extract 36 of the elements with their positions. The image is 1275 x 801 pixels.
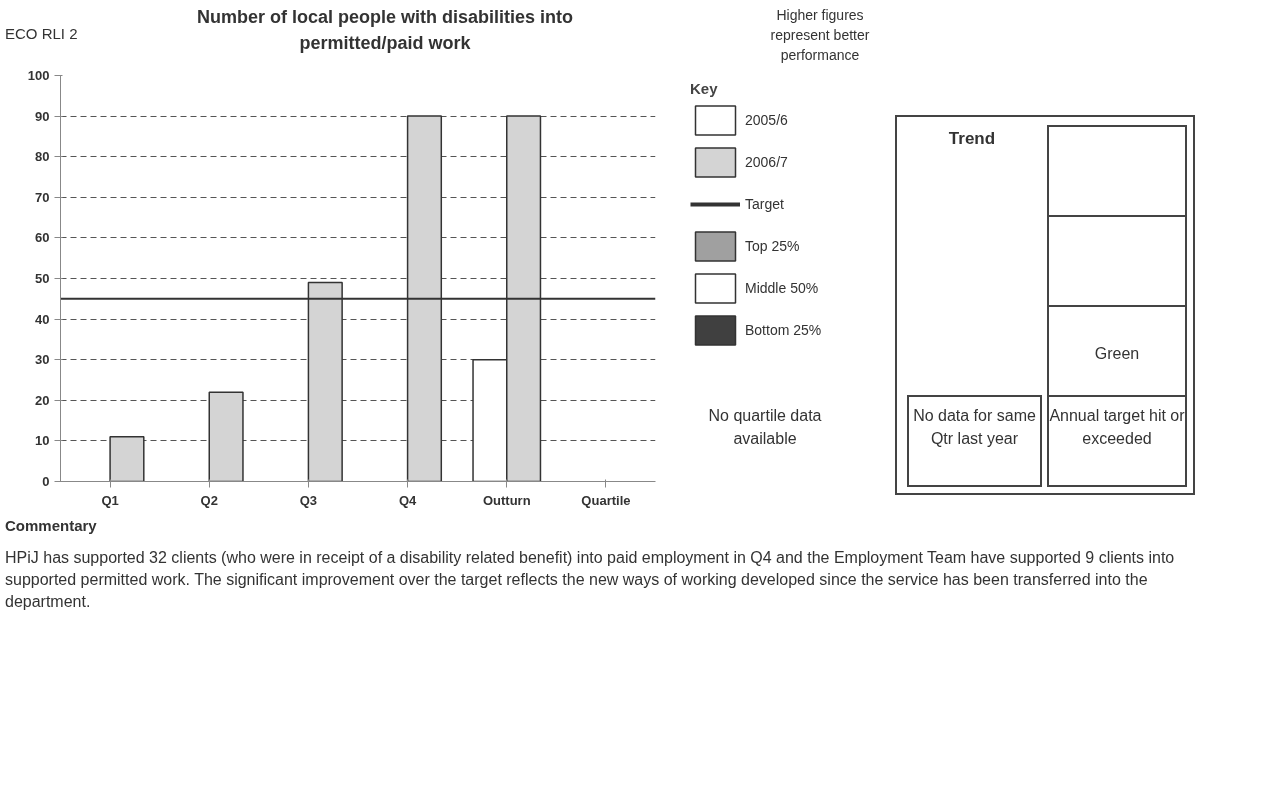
x-tick-label: Q1 — [101, 492, 119, 508]
text: Trend — [947, 128, 997, 151]
legend-label: Middle 50% — [745, 280, 819, 297]
x-tick-label: Outturn — [482, 492, 531, 508]
y-tick-label: 10 — [35, 433, 50, 449]
legend-label: 2005/6 — [745, 112, 788, 129]
y-tick-label: 30 — [35, 352, 50, 368]
legend-title: Key — [690, 80, 719, 98]
legend-label: 2006/7 — [745, 154, 788, 171]
text: HPiJ has supported 32 clients (who were in receipt of a disability related benefit) into paid employment in Q4 and the Employment Team have supported 9 clients into supported permitted work. The significant improvement over the target reflects the new ways of working developed since the service has been transferred into the department. — [5, 547, 1176, 613]
y-tick-label: 90 — [35, 108, 50, 124]
x-tick-label: Q4 — [398, 492, 418, 508]
bar — [109, 436, 145, 482]
y-tick-label: 100 — [27, 68, 50, 84]
y-tick-label: 40 — [35, 311, 50, 327]
y-tick-label: 20 — [35, 392, 50, 408]
y-tick-label: 70 — [35, 189, 50, 205]
y-tick-label: 60 — [35, 230, 50, 246]
y-tick-label: 50 — [35, 271, 50, 287]
text: ECO RLI 2 — [5, 24, 78, 44]
text: No data for same Qtr last year — [907, 395, 1042, 488]
legend-label: Target — [745, 196, 784, 213]
legend-label: Bottom 25% — [745, 322, 822, 339]
text: Commentary — [5, 516, 97, 537]
x-tick-label: Q3 — [299, 492, 318, 508]
bar — [208, 391, 244, 482]
legend-label: Top 25% — [745, 238, 800, 255]
y-tick-label: 0 — [42, 474, 50, 490]
text: No quartile data available — [707, 406, 823, 449]
text: Higher figures represent better performance — [769, 6, 871, 65]
chart-title: Number of local people with disabilities into permitted/paid work — [195, 6, 574, 55]
x-tick-label: Quartile — [581, 492, 631, 508]
text: Green — [1047, 305, 1187, 398]
x-tick-label: Q2 — [200, 492, 218, 508]
y-tick-label: 80 — [35, 149, 50, 165]
text: Annual target hit or exceeded — [1047, 395, 1187, 488]
